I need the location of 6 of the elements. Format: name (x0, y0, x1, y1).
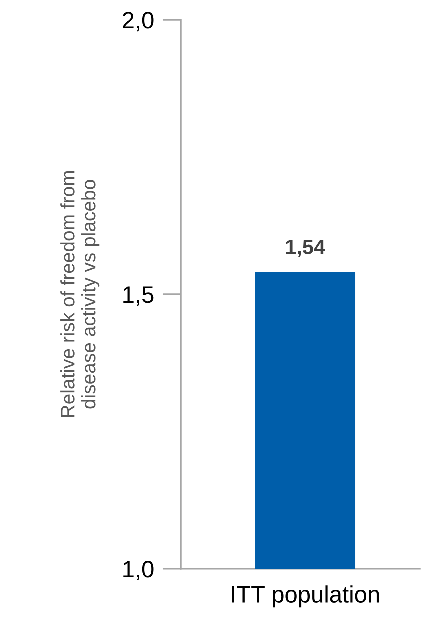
x-tick-label: ITT population (232, 586, 380, 608)
y-tick-label: 1,0 (124, 561, 154, 581)
y-tick-label: 1,5 (124, 286, 154, 306)
y-axis-title: Relative risk of freedom from disease activity vs placebo (60, 171, 100, 418)
y-tick-label: 2,0 (123, 12, 154, 32)
data-label: 1,54 (286, 240, 326, 258)
